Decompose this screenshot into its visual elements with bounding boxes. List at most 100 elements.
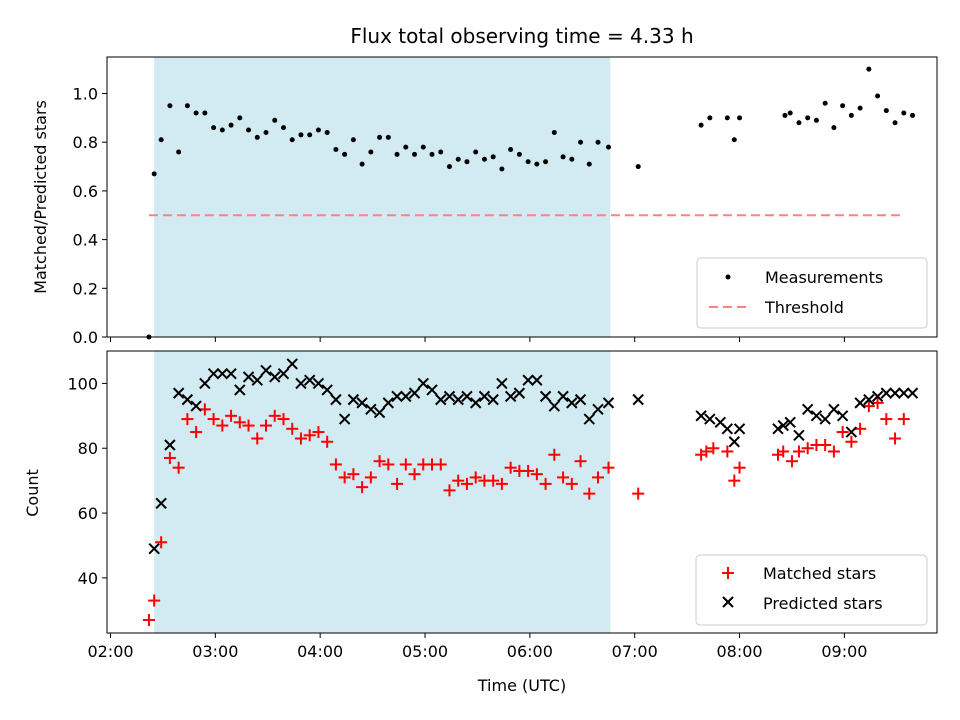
predicted-star-point <box>277 367 290 380</box>
matched-star-point <box>460 477 473 490</box>
bottom-y-axis: 40 60 80 100 <box>67 374 107 588</box>
matched-star-point <box>294 432 307 445</box>
top-y-tick-label: 0.0 <box>73 328 98 347</box>
measurement-point <box>263 129 269 135</box>
predicted-star-point <box>408 387 421 399</box>
bottom-legend: Matched stars Predicted stars <box>695 554 928 626</box>
top-legend: Measurements Threshold <box>696 257 928 329</box>
measurement-point <box>892 120 898 126</box>
predicted-star-point <box>784 416 796 429</box>
matched-star-point <box>142 614 155 627</box>
predicted-star-point <box>286 358 298 370</box>
predicted-star-point <box>164 439 176 451</box>
matched-star-point <box>190 426 203 439</box>
top-y-tick-label: 0.6 <box>73 182 98 201</box>
matched-star-point <box>522 464 535 477</box>
predicted-star-point <box>836 410 849 422</box>
predicted-star-point <box>234 384 246 396</box>
matched-star-point <box>862 400 875 413</box>
predicted-star-point <box>251 374 263 386</box>
matched-star-point <box>530 468 543 481</box>
matched-star-point <box>242 419 255 432</box>
matched-star-point <box>548 448 561 461</box>
top-panel: 0.0 0.2 0.4 0.6 0.8 1.0 Matched/Predicted sta… <box>31 56 938 347</box>
bottom-panel: 40 60 80 100 02:00 03:00 04:00 05:00 06:00 07:00… <box>23 350 938 695</box>
measurement-point <box>176 149 182 155</box>
measurement-point <box>875 93 881 99</box>
measurement-point <box>910 112 916 118</box>
predicted-star-point <box>356 397 368 409</box>
predicted-star-point <box>504 390 517 403</box>
predicted-star-point <box>172 387 185 399</box>
measurements-legend-icon <box>725 274 731 280</box>
matched-star-point <box>602 461 615 474</box>
predicted-star-point <box>632 393 644 406</box>
matched-star-point <box>163 451 176 464</box>
measurement-point <box>455 156 461 162</box>
predicted-star-point <box>216 367 229 380</box>
matched-star-point <box>303 429 316 442</box>
matched-star-point <box>574 455 587 468</box>
predicted-star-point <box>733 423 746 435</box>
measurement-point <box>508 147 514 153</box>
measurement-point <box>534 161 540 167</box>
measurement-point <box>560 154 566 160</box>
matched-star-point <box>286 422 299 435</box>
matched-star-point <box>854 422 867 435</box>
predicted-star-point <box>417 377 429 390</box>
matched-star-point <box>721 445 734 458</box>
bottom-y-axis-title: Count <box>23 469 42 517</box>
matched-star-point <box>880 413 893 426</box>
bottom-y-tick-label: 60 <box>78 504 98 523</box>
matched-star-point <box>469 471 482 484</box>
measurement-point <box>272 117 278 123</box>
measurement-point <box>605 144 611 150</box>
matched-star-point <box>251 432 264 445</box>
measurement-point <box>525 159 531 165</box>
predicted-star-point <box>557 390 569 403</box>
measurement-point <box>901 110 907 116</box>
predicted-star-point <box>801 403 814 416</box>
bottom-plot-frame <box>106 350 938 634</box>
measurement-point <box>543 159 549 165</box>
predicted-star-point <box>906 387 919 399</box>
top-legend-box <box>696 257 928 329</box>
measurement-point <box>446 164 452 170</box>
predicted-star-point <box>898 387 910 399</box>
matched-star-point <box>785 455 798 468</box>
predicted-star-point <box>539 390 552 403</box>
measurement-point <box>698 122 704 128</box>
matched-star-point <box>225 409 238 422</box>
predicted-star-point <box>871 390 884 403</box>
matched-star-point <box>321 435 334 448</box>
measurement-point <box>840 103 846 109</box>
measurement-point <box>412 151 418 157</box>
measurement-point <box>151 171 157 177</box>
x-axis-title: Time (UTC) <box>477 676 566 695</box>
measurement-point <box>254 134 260 140</box>
matched-stars-legend-icon <box>722 567 734 579</box>
predicted-star-point <box>181 393 194 406</box>
matched-star-point <box>700 445 713 458</box>
matched-star-point <box>504 461 517 474</box>
bottom-x-tick-label: 07:00 <box>612 642 658 661</box>
predicted-star-point <box>400 390 412 403</box>
matched-star-point <box>172 461 185 474</box>
matched-star-point <box>399 458 412 471</box>
bottom-x-tick-label: 09:00 <box>821 642 867 661</box>
predicted-star-point <box>295 377 307 390</box>
predicted-star-point <box>148 543 160 555</box>
measurement-point <box>158 137 164 143</box>
measurement-point <box>211 125 217 131</box>
measurement-point <box>359 161 365 167</box>
bottom-x-axis: 02:00 03:00 04:00 05:00 06:00 07:00 08:00 09:00 <box>87 633 867 661</box>
measurement-point <box>403 144 409 150</box>
matched-star-point <box>207 413 220 426</box>
matched-star-point <box>495 477 508 490</box>
matched-star-point <box>539 477 552 490</box>
measurement-point <box>473 149 479 155</box>
predicted-star-point <box>461 390 473 403</box>
measurement-point <box>822 100 828 106</box>
matched-star-point <box>364 471 377 484</box>
